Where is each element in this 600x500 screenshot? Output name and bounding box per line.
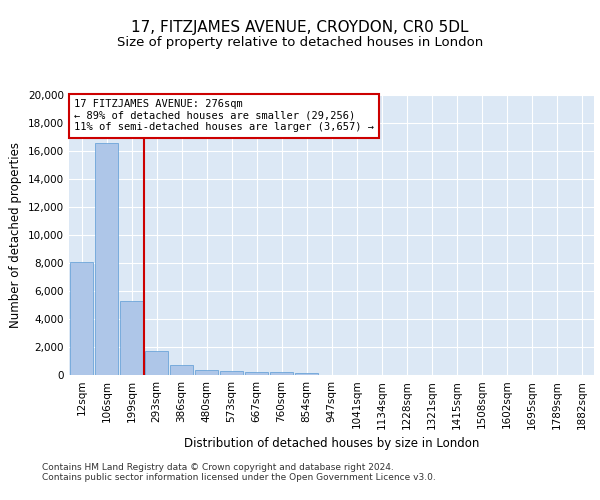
Text: 17 FITZJAMES AVENUE: 276sqm
← 89% of detached houses are smaller (29,256)
11% of: 17 FITZJAMES AVENUE: 276sqm ← 89% of det… (74, 99, 374, 132)
Bar (120, 301, 143, 375)
Bar (245, 372, 268, 375)
Bar (295, 373, 318, 375)
Text: Size of property relative to detached houses in London: Size of property relative to detached ho… (117, 36, 483, 49)
Bar (195, 370, 218, 375)
Y-axis label: Number of detached properties: Number of detached properties (10, 142, 22, 328)
Bar (170, 366, 193, 375)
Bar (270, 372, 293, 375)
Text: 17, FITZJAMES AVENUE, CROYDON, CR0 5DL: 17, FITZJAMES AVENUE, CROYDON, CR0 5DL (131, 20, 469, 35)
Bar (95, 142, 118, 375)
Text: Contains HM Land Registry data © Crown copyright and database right 2024.
Contai: Contains HM Land Registry data © Crown c… (42, 463, 436, 482)
Bar (220, 371, 243, 375)
Bar (70, 262, 93, 375)
X-axis label: Distribution of detached houses by size in London: Distribution of detached houses by size … (184, 437, 479, 450)
Bar (145, 350, 168, 375)
